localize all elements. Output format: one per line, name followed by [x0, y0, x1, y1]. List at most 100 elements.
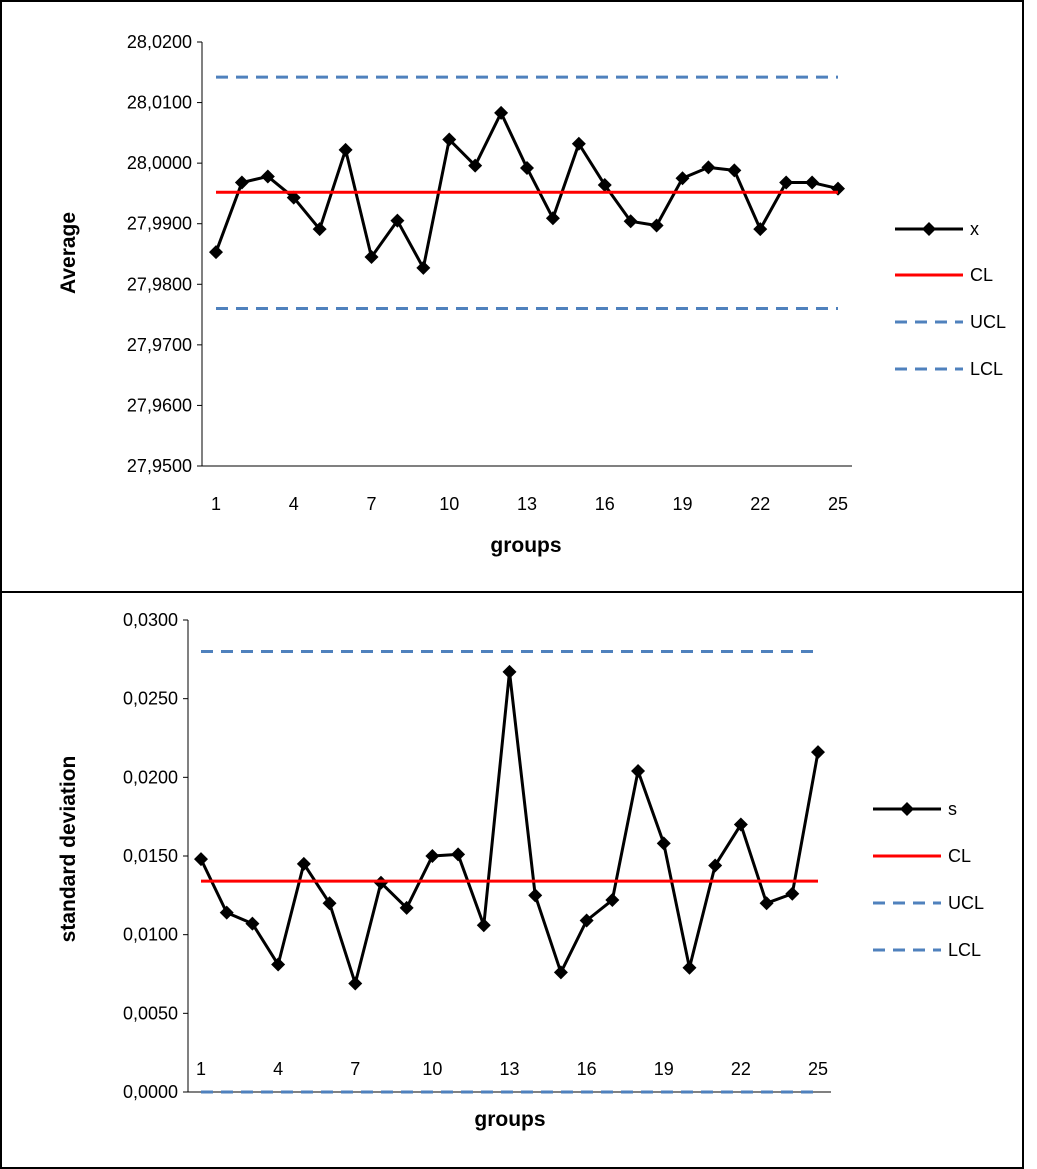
average-data-point-marker [364, 250, 379, 265]
average-x-tick-label: 13 [517, 494, 537, 514]
average-data-point-marker [234, 175, 249, 190]
average-y-tick-label: 28,0000 [127, 153, 192, 173]
std-data-point-marker [425, 849, 440, 863]
average-y-tick-label: 27,9700 [127, 335, 192, 355]
average-data-point-marker [260, 169, 275, 184]
average-legend-x-label: x [970, 219, 979, 239]
std-data-point-marker [451, 847, 466, 862]
average-data-point-marker [753, 222, 768, 237]
average-data-point-marker [805, 175, 820, 190]
average-x-tick-label: 4 [289, 494, 299, 514]
average-y-tick-label: 27,9800 [127, 274, 192, 294]
std-x-tick-label: 4 [273, 1059, 283, 1079]
average-data-point-marker [520, 160, 534, 175]
average-chart-y-ticks: 27,9500 27,9600 27,9700 27,9800 27,9900 28,00… [127, 32, 202, 476]
average-data-point-marker [701, 160, 716, 175]
average-data-point-marker [545, 211, 560, 226]
std-data-point-marker [194, 852, 208, 867]
std-data-point-marker [553, 965, 568, 980]
std-x-tick-label: 22 [731, 1059, 751, 1079]
std-y-tick-label: 0,0050 [123, 1003, 178, 1023]
average-y-tick-label: 27,9900 [127, 214, 192, 234]
std-data-point-marker [811, 745, 825, 760]
std-data-point-marker [476, 918, 491, 933]
average-data-point-marker [286, 190, 301, 205]
std-x-tick-label: 1 [196, 1059, 206, 1079]
std-legend-ucl-label: UCL [948, 893, 984, 913]
std-y-tick-label: 0,0100 [123, 925, 178, 945]
std-data-point-marker [502, 664, 517, 679]
average-x-tick-label: 10 [439, 494, 459, 514]
std-chart-y-ticks: 0,0000 0,0050 0,0100 0,0150 0,0200 0,0250 0,03… [123, 610, 188, 1102]
average-y-tick-label: 28,0100 [127, 93, 192, 113]
std-x-tick-label: 13 [499, 1059, 519, 1079]
average-data-point-marker [312, 222, 327, 237]
average-data-point-marker [727, 163, 742, 178]
std-y-tick-label: 0,0150 [123, 846, 178, 866]
average-x-tick-label: 22 [750, 494, 770, 514]
average-legend-lcl-label: LCL [970, 359, 1003, 379]
average-chart-series [209, 75, 845, 311]
std-s-series-line [199, 670, 820, 985]
std-y-tick-label: 0,0200 [123, 767, 178, 787]
std-data-point-marker [348, 976, 363, 991]
average-legend-ucl-label: UCL [970, 312, 1006, 332]
average-data-point-marker [675, 171, 690, 186]
average-chart-axes [201, 42, 852, 467]
average-data-point-marker [416, 260, 431, 275]
std-chart-series [194, 649, 825, 1094]
std-legend-s-label: s [948, 799, 957, 819]
std-data-point-marker [245, 916, 260, 931]
std-legend-cl-label: CL [948, 846, 971, 866]
average-data-point-marker [494, 105, 509, 120]
average-data-point-marker [390, 213, 405, 228]
bottom-chart-frame [0, 592, 1024, 1169]
average-y-tick-label: 28,0200 [127, 32, 192, 52]
std-legend-lcl-label: LCL [948, 940, 981, 960]
average-chart-x-ticks: 1 4 7 10 13 16 19 22 25 [211, 494, 848, 514]
std-chart-axes [187, 620, 831, 1093]
average-chart-x-axis-title: groups [490, 534, 561, 557]
average-data-point-marker [338, 142, 353, 157]
std-data-point-marker [682, 960, 697, 975]
average-legend-marker [922, 222, 936, 236]
average-data-point-marker [571, 136, 586, 151]
std-legend-marker [900, 802, 914, 816]
average-x-tick-label: 1 [211, 494, 221, 514]
std-data-point-marker [373, 875, 388, 890]
average-data-point-marker [468, 158, 483, 173]
std-data-point-marker [631, 764, 646, 779]
std-data-point-marker [785, 886, 800, 901]
average-y-tick-label: 27,9500 [127, 456, 192, 476]
average-x-tick-label: 19 [672, 494, 692, 514]
std-data-point-marker [656, 836, 671, 851]
average-data-point-marker [649, 218, 664, 233]
average-chart-y-axis-title: Average [57, 212, 80, 294]
std-x-tick-label: 16 [577, 1059, 597, 1079]
std-x-tick-label: 10 [422, 1059, 442, 1079]
top-chart-frame [0, 0, 1024, 592]
std-y-tick-label: 0,0250 [123, 689, 178, 709]
std-chart-y-axis-title: standard deviation [57, 756, 80, 943]
std-data-point-marker [579, 913, 594, 928]
average-data-point-marker [209, 245, 223, 260]
std-y-tick-label: 0,0300 [123, 610, 178, 630]
average-y-tick-label: 27,9600 [127, 395, 192, 415]
average-data-point-marker [597, 177, 612, 192]
average-chart-legend: x CL UCL LCL [895, 219, 1006, 379]
std-chart-x-ticks: 1 4 7 10 13 16 19 22 25 [196, 1059, 828, 1079]
average-x-tick-label: 25 [828, 494, 848, 514]
std-x-tick-label: 19 [654, 1059, 674, 1079]
std-data-point-marker [759, 896, 774, 911]
std-data-point-marker [399, 900, 414, 915]
std-x-tick-label: 25 [808, 1059, 828, 1079]
std-data-point-marker [296, 856, 311, 871]
std-data-point-marker [708, 858, 723, 873]
std-chart-x-axis-title: groups [474, 1108, 545, 1131]
average-x-tick-label: 16 [595, 494, 615, 514]
std-y-tick-label: 0,0000 [123, 1082, 178, 1102]
std-data-point-marker [733, 817, 748, 832]
std-data-point-marker [528, 888, 543, 903]
